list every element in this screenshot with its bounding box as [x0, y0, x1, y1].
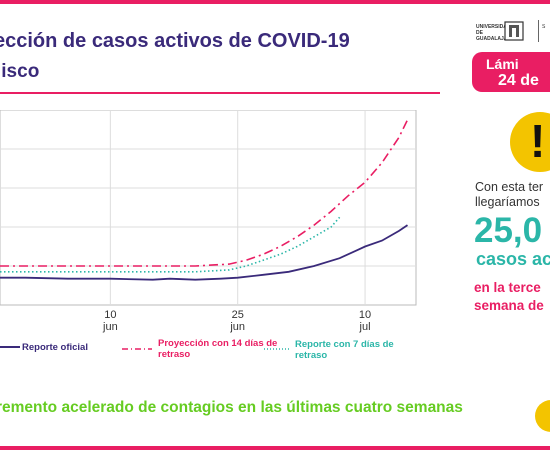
corner-decoration [535, 400, 550, 432]
badge-line-2: 24 de [498, 72, 539, 89]
title-divider [0, 92, 440, 94]
slide-badge: Lámi 24 de [472, 52, 550, 92]
legend-swatch-report-7 [264, 348, 290, 350]
series-line-0 [0, 224, 409, 281]
university-logo-text: UNIVERSIDAD DE GUADALAJARA [476, 24, 515, 42]
logo-secondary-text: S [542, 24, 546, 30]
bottom-accent-strip [0, 446, 550, 450]
badge-line-1: Lámi [486, 56, 519, 72]
legend-label-report-7: Reporte con 7 días de retraso [295, 339, 394, 361]
series-line-1 [0, 119, 409, 267]
warning-icon: ! [510, 112, 550, 172]
projected-cases-number: 25,0 [474, 211, 543, 250]
chart-subtitle: lisco [0, 61, 40, 82]
panel-text: Con esta ter llegaríamos [475, 180, 544, 209]
legend-swatch-official [0, 346, 20, 348]
series-line-2 [0, 216, 341, 273]
top-accent-strip [0, 0, 550, 4]
legend-label-official: Reporte oficial [22, 342, 88, 353]
university-seal-icon [504, 21, 524, 41]
x-tick-label: jun [229, 321, 245, 333]
x-tick-label: 25 [232, 309, 244, 321]
exclamation-mark: ! [530, 115, 546, 167]
x-tick-label: jun [102, 321, 118, 333]
footnote: remento acelerado de contagios en las úl… [0, 399, 463, 416]
legend-swatch-projection-14 [122, 348, 152, 350]
x-tick-label: jul [359, 321, 371, 333]
legend-label-projection-14: Proyección con 14 días de retraso [158, 338, 278, 360]
x-tick-label: 10 [104, 309, 116, 321]
projected-cases-label: casos ac [476, 249, 550, 269]
x-tick-label: 10 [359, 309, 371, 321]
plot-area [0, 110, 417, 306]
third-week-text: en la terce semana de [474, 280, 544, 313]
chart-title: ección de casos activos de COVID-19 [0, 30, 350, 52]
logo-divider [538, 20, 539, 42]
